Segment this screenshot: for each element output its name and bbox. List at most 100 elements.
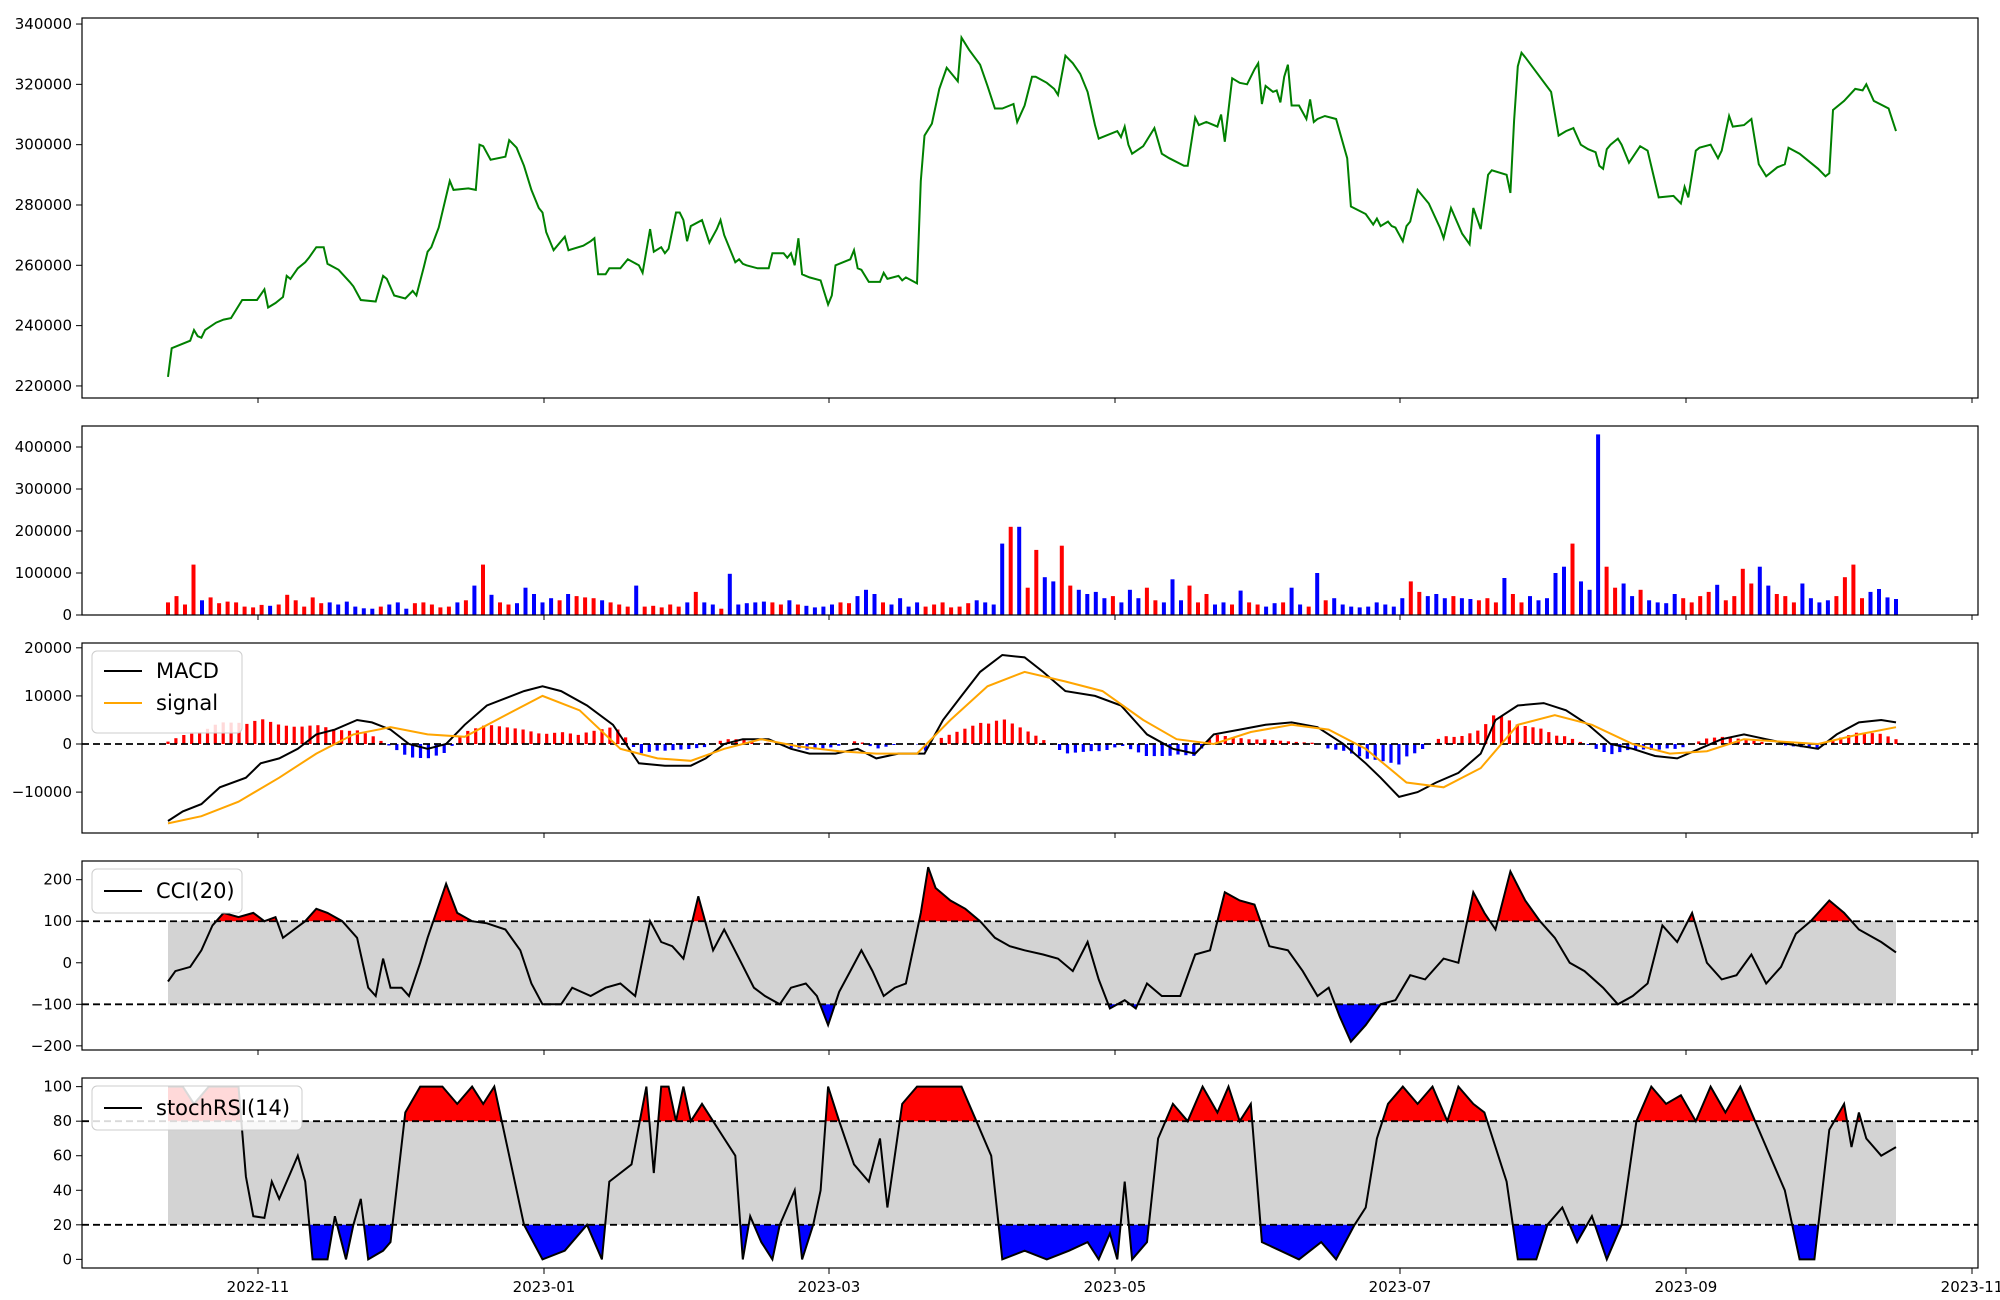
volume-bar <box>1808 598 1813 615</box>
macd-histogram-bar <box>1507 720 1511 744</box>
macd-line <box>167 653 1897 822</box>
macd-histogram-bar <box>1870 733 1874 744</box>
macd-histogram-bar <box>1239 738 1243 744</box>
macd-histogram-bar <box>884 744 888 747</box>
volume-bar <box>1247 602 1252 615</box>
macd-panel: 20000 10000 0 −10000 MACD signal <box>12 639 1979 838</box>
macd-histogram-bar <box>355 730 359 744</box>
volume-bar <box>1332 598 1337 615</box>
macd-histogram-bar <box>916 744 920 745</box>
macd-histogram-bar <box>1405 744 1409 757</box>
macd-histogram-bar <box>1247 739 1251 744</box>
y-tick-label: 100 <box>43 1078 72 1096</box>
macd-histogram-bar <box>166 741 170 744</box>
macd-histogram-bar <box>639 744 643 754</box>
macd-histogram-bar <box>1886 736 1890 744</box>
y-tick-label: 0 <box>62 1250 72 1268</box>
macd-histogram-bar <box>442 744 446 753</box>
macd-histogram-bar <box>647 744 651 752</box>
macd-histogram-bar <box>1129 744 1133 750</box>
volume-bar <box>1187 585 1192 615</box>
volume-bar <box>778 604 783 615</box>
macd-histogram-bar <box>1278 740 1283 744</box>
macd-histogram-bar <box>1657 744 1661 750</box>
macd-histogram-bar <box>1839 737 1843 744</box>
volume-bar <box>1025 587 1030 615</box>
volume-bar <box>498 602 502 615</box>
macd-histogram-bar <box>742 739 746 744</box>
volume-bar <box>1502 578 1507 615</box>
y-tick-label: 300000 <box>15 480 72 498</box>
macd-histogram-bar <box>1720 736 1724 744</box>
macd-histogram-bar <box>631 744 636 747</box>
macd-histogram-bar <box>1894 739 1898 744</box>
macd-histogram-bar <box>979 722 983 744</box>
volume-bar <box>1281 602 1286 615</box>
price-line <box>167 34 1897 378</box>
y-tick-label: −10000 <box>12 783 72 801</box>
macd-histogram-bar <box>545 733 549 744</box>
y-tick-label: 280000 <box>15 196 72 214</box>
macd-histogram-bar <box>1357 744 1362 757</box>
macd-histogram-bar <box>687 744 691 749</box>
volume-bar <box>412 603 417 615</box>
volume-bar <box>1766 585 1771 615</box>
volume-bar <box>1536 600 1541 615</box>
stochrsi-overbought-fill <box>168 1086 1896 1122</box>
macd-histogram-bar <box>1105 744 1109 750</box>
volume-bar <box>455 602 460 615</box>
volume-bar <box>523 587 528 615</box>
volume-bar <box>1374 602 1379 615</box>
volume-bar <box>549 598 554 615</box>
volume-bar <box>1553 573 1558 615</box>
macd-histogram-bar <box>1144 744 1148 756</box>
y-tick-label: 260000 <box>15 256 72 274</box>
y-tick-label: −100 <box>31 995 72 1013</box>
macd-histogram-bar <box>1373 744 1377 760</box>
macd-histogram-bar <box>308 725 312 744</box>
volume-bar <box>1894 599 1898 615</box>
cci-line <box>167 866 1897 1044</box>
volume-bar <box>1068 585 1073 615</box>
volume-bar <box>991 604 996 615</box>
volume-bar <box>1698 596 1703 615</box>
macd-histogram-bar <box>1034 735 1038 744</box>
volume-bar <box>1000 543 1005 615</box>
volume-bar <box>736 604 741 615</box>
macd-histogram-bar <box>1042 740 1046 744</box>
volume-bar <box>1434 594 1439 615</box>
macd-histogram-bar <box>624 737 628 744</box>
volume-bar <box>378 606 383 615</box>
macd-histogram-bar <box>1160 744 1164 756</box>
volume-bar <box>1476 600 1481 615</box>
macd-histogram-bar <box>1862 732 1866 744</box>
volume-bar <box>1298 604 1303 615</box>
macd-histogram-bar <box>584 732 588 744</box>
macd-histogram-bar <box>482 725 486 745</box>
macd-histogram-bar <box>1499 716 1504 744</box>
macd-histogram-bar <box>876 744 880 749</box>
macd-histogram-bar <box>1010 723 1014 745</box>
macd-histogram-bar <box>1255 739 1259 744</box>
y-tick-label: 400000 <box>15 438 72 456</box>
macd-histogram-bar <box>174 738 178 744</box>
volume-bar <box>1493 602 1498 615</box>
macd-histogram-bar <box>198 732 202 744</box>
stochrsi-frame <box>81 1077 1979 1269</box>
macd-histogram-bar <box>513 728 517 744</box>
macd-histogram-bar <box>663 744 667 751</box>
macd-histogram-bar <box>616 729 620 744</box>
volume-bar <box>489 594 494 615</box>
volume-bar <box>1800 583 1805 615</box>
volume-bar <box>1732 596 1737 615</box>
volume-bar <box>676 606 681 615</box>
legend-label-macd: MACD <box>156 659 219 683</box>
volume-bar <box>583 597 588 615</box>
volume-bar <box>1221 602 1226 615</box>
macd-histogram-bar <box>1847 735 1851 744</box>
macd-histogram-bar <box>1563 736 1567 744</box>
volume-bar <box>293 600 298 615</box>
macd-histogram-bar <box>213 724 217 744</box>
volume-bar <box>634 585 639 615</box>
macd-histogram-bar <box>860 742 864 744</box>
